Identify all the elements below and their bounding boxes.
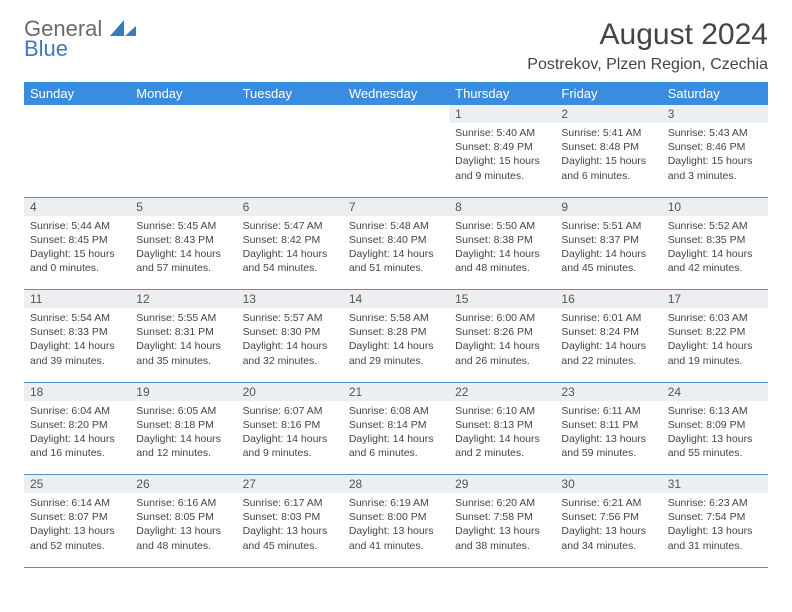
day-number-cell: 16 (555, 290, 661, 309)
day-number-cell: 21 (343, 382, 449, 401)
day-content-cell: Sunrise: 6:04 AMSunset: 8:20 PMDaylight:… (24, 401, 130, 475)
day-content-cell: Sunrise: 5:51 AMSunset: 8:37 PMDaylight:… (555, 216, 661, 290)
day-number-cell: 11 (24, 290, 130, 309)
day-content-cell: Sunrise: 6:01 AMSunset: 8:24 PMDaylight:… (555, 308, 661, 382)
day-number-cell: 2 (555, 105, 661, 123)
logo: General Blue (24, 18, 136, 60)
day-content-cell: Sunrise: 6:17 AMSunset: 8:03 PMDaylight:… (237, 493, 343, 567)
day-content-cell: Sunrise: 6:21 AMSunset: 7:56 PMDaylight:… (555, 493, 661, 567)
day-content-cell: Sunrise: 5:55 AMSunset: 8:31 PMDaylight:… (130, 308, 236, 382)
header: General Blue August 2024 Postrekov, Plze… (24, 18, 768, 74)
day-content-cell: Sunrise: 6:23 AMSunset: 7:54 PMDaylight:… (662, 493, 768, 567)
day-content-cell: Sunrise: 6:05 AMSunset: 8:18 PMDaylight:… (130, 401, 236, 475)
day-content-cell: Sunrise: 6:16 AMSunset: 8:05 PMDaylight:… (130, 493, 236, 567)
day-number-cell: 24 (662, 382, 768, 401)
day-number-cell: 13 (237, 290, 343, 309)
day-content-cell: Sunrise: 6:08 AMSunset: 8:14 PMDaylight:… (343, 401, 449, 475)
day-number-cell (343, 105, 449, 123)
day-header: Tuesday (237, 82, 343, 105)
day-number-cell: 26 (130, 475, 236, 494)
day-header: Monday (130, 82, 236, 105)
day-content-cell: Sunrise: 6:10 AMSunset: 8:13 PMDaylight:… (449, 401, 555, 475)
day-number-cell: 14 (343, 290, 449, 309)
day-header: Saturday (662, 82, 768, 105)
day-number-cell: 5 (130, 197, 236, 216)
day-number-cell: 8 (449, 197, 555, 216)
day-number-cell: 17 (662, 290, 768, 309)
day-content-cell (24, 123, 130, 197)
day-content-cell: Sunrise: 5:58 AMSunset: 8:28 PMDaylight:… (343, 308, 449, 382)
day-content-cell: Sunrise: 6:00 AMSunset: 8:26 PMDaylight:… (449, 308, 555, 382)
day-content-cell: Sunrise: 6:11 AMSunset: 8:11 PMDaylight:… (555, 401, 661, 475)
day-number-cell: 22 (449, 382, 555, 401)
day-number-cell: 1 (449, 105, 555, 123)
day-content-cell: Sunrise: 5:48 AMSunset: 8:40 PMDaylight:… (343, 216, 449, 290)
day-number-cell: 29 (449, 475, 555, 494)
day-number-cell (130, 105, 236, 123)
day-content-cell (237, 123, 343, 197)
day-content-cell: Sunrise: 5:50 AMSunset: 8:38 PMDaylight:… (449, 216, 555, 290)
day-header: Thursday (449, 82, 555, 105)
day-number-cell: 28 (343, 475, 449, 494)
day-content-cell (130, 123, 236, 197)
day-content-cell: Sunrise: 5:47 AMSunset: 8:42 PMDaylight:… (237, 216, 343, 290)
day-number-cell: 3 (662, 105, 768, 123)
day-header: Friday (555, 82, 661, 105)
day-number-cell: 10 (662, 197, 768, 216)
day-number-cell (24, 105, 130, 123)
day-number-cell: 23 (555, 382, 661, 401)
day-number-cell: 25 (24, 475, 130, 494)
day-content-cell: Sunrise: 6:07 AMSunset: 8:16 PMDaylight:… (237, 401, 343, 475)
logo-blue: Blue (24, 38, 136, 60)
day-number-cell: 18 (24, 382, 130, 401)
calendar-body: 123Sunrise: 5:40 AMSunset: 8:49 PMDaylig… (24, 105, 768, 567)
day-content-cell: Sunrise: 5:44 AMSunset: 8:45 PMDaylight:… (24, 216, 130, 290)
logo-sail-icon (110, 20, 136, 38)
month-title: August 2024 (527, 18, 768, 52)
day-number-cell: 19 (130, 382, 236, 401)
day-header: Wednesday (343, 82, 449, 105)
day-content-cell: Sunrise: 5:41 AMSunset: 8:48 PMDaylight:… (555, 123, 661, 197)
day-content-cell: Sunrise: 6:03 AMSunset: 8:22 PMDaylight:… (662, 308, 768, 382)
day-number-cell: 30 (555, 475, 661, 494)
day-content-cell: Sunrise: 5:52 AMSunset: 8:35 PMDaylight:… (662, 216, 768, 290)
calendar-head: SundayMondayTuesdayWednesdayThursdayFrid… (24, 82, 768, 105)
day-content-cell: Sunrise: 5:43 AMSunset: 8:46 PMDaylight:… (662, 123, 768, 197)
day-number-cell: 27 (237, 475, 343, 494)
day-number-cell: 4 (24, 197, 130, 216)
day-number-cell: 15 (449, 290, 555, 309)
day-number-cell: 31 (662, 475, 768, 494)
day-content-cell: Sunrise: 6:19 AMSunset: 8:00 PMDaylight:… (343, 493, 449, 567)
title-block: August 2024 Postrekov, Plzen Region, Cze… (527, 18, 768, 74)
day-number-cell: 12 (130, 290, 236, 309)
day-number-cell (237, 105, 343, 123)
logo-text: General Blue (24, 18, 136, 60)
day-content-cell (343, 123, 449, 197)
location: Postrekov, Plzen Region, Czechia (527, 56, 768, 74)
day-number-cell: 7 (343, 197, 449, 216)
day-number-cell: 20 (237, 382, 343, 401)
day-number-cell: 6 (237, 197, 343, 216)
day-content-cell: Sunrise: 5:45 AMSunset: 8:43 PMDaylight:… (130, 216, 236, 290)
day-header: Sunday (24, 82, 130, 105)
calendar-table: SundayMondayTuesdayWednesdayThursdayFrid… (24, 82, 768, 568)
day-content-cell: Sunrise: 6:14 AMSunset: 8:07 PMDaylight:… (24, 493, 130, 567)
day-content-cell: Sunrise: 5:57 AMSunset: 8:30 PMDaylight:… (237, 308, 343, 382)
day-number-cell: 9 (555, 197, 661, 216)
day-content-cell: Sunrise: 5:54 AMSunset: 8:33 PMDaylight:… (24, 308, 130, 382)
day-content-cell: Sunrise: 5:40 AMSunset: 8:49 PMDaylight:… (449, 123, 555, 197)
day-content-cell: Sunrise: 6:20 AMSunset: 7:58 PMDaylight:… (449, 493, 555, 567)
day-content-cell: Sunrise: 6:13 AMSunset: 8:09 PMDaylight:… (662, 401, 768, 475)
